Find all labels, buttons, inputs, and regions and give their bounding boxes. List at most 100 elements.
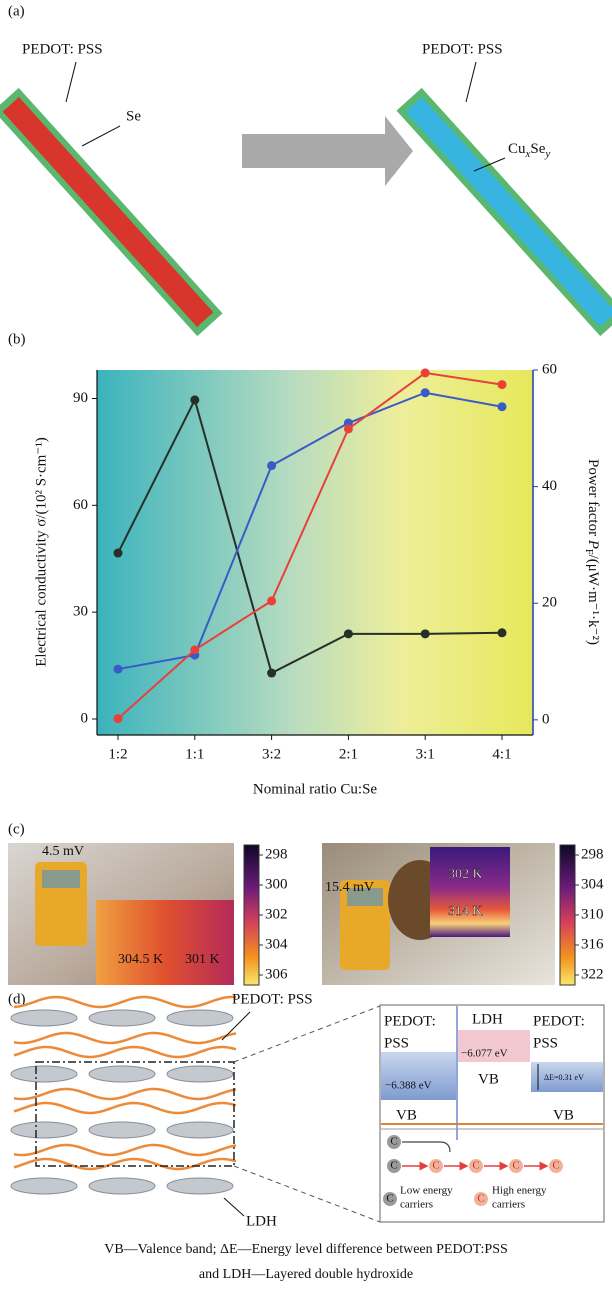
ldh-sheet [167,1066,233,1082]
ldh-sheet [11,1122,77,1138]
carrier-symbol: C [390,1136,397,1148]
core-label: Se [126,108,141,124]
pedot-chain [14,997,236,1007]
multimeter-screen [42,870,80,888]
carrier-symbol: C [390,1160,397,1172]
data-point [498,380,507,389]
colorbar-label: 298 [581,846,604,862]
ldh-sheet [11,1066,77,1082]
panel-label: (a) [8,3,25,19]
pedot-chain [14,1033,236,1043]
layer-diagram [11,997,236,1194]
data-point [267,596,276,605]
data-point [498,628,507,637]
core-label: CuxSey [508,141,550,159]
y2-tick-label: 0 [542,711,550,727]
colorbar-label: 302 [265,906,288,922]
band-title: PEDOT: [384,1013,436,1029]
carrier-symbol: C [472,1160,479,1172]
temperature-label: 302 K [448,867,483,882]
delta-label: ΔE=0.31 eV [544,1073,584,1082]
core-text: Se [530,141,545,157]
band-title: PSS [384,1035,409,1051]
y2-title-symbol: P [585,539,601,549]
colorbar [244,845,259,985]
data-point [344,424,353,433]
temperature-label: 314 K [448,904,483,919]
carrier-symbol: C [386,1193,393,1205]
arrow [242,116,413,186]
x-tick-label: 4:1 [492,746,511,762]
y-tick-label: 0 [81,710,89,726]
band-diagram: PEDOT: PSS LDH PEDOT: PSS −6.388 eV −6.0… [380,1005,604,1222]
plot-background [97,370,533,735]
data-point [190,645,199,654]
y2-title-text: Power factor [585,459,601,540]
pedot-label: PEDOT: PSS [232,991,313,1007]
colorbar-label: 300 [265,876,288,892]
band-title: PSS [533,1035,558,1051]
leader-line [224,1198,244,1216]
leader-line [466,62,476,102]
legend-text: carriers [492,1199,525,1211]
ldh-sheet [167,1122,233,1138]
data-point [421,629,430,638]
leader-line [82,126,120,146]
data-point [114,665,123,674]
carrier-symbol: C [552,1160,559,1172]
ldh-sheet [89,1178,155,1194]
ldh-sheet [167,1010,233,1026]
y2-axis-title: Power factor PF/(μW·m⁻¹·k⁻²) [583,459,601,645]
leader-line [66,62,76,102]
band-title: LDH [472,1011,503,1027]
caption: and LDH—Layered double hydroxide [199,1267,413,1282]
legend-text: High energy [492,1185,547,1197]
ldh-sheet [11,1178,77,1194]
data-point [421,388,430,397]
colorbar-label: 304 [581,876,604,892]
data-point [114,714,123,723]
pedot-chain [14,1103,236,1113]
vb-label: VB [553,1107,574,1123]
colorbar-label: 322 [581,966,604,982]
x-tick-label: 1:1 [185,746,204,762]
nanorod [0,88,223,336]
caption: VB—Valence band; ΔE—Energy level differe… [104,1242,508,1257]
x-axis-title: Nominal ratio Cu:Se [253,781,377,797]
coating-label: PEDOT: PSS [22,41,103,57]
y2-tick-label: 60 [542,361,557,377]
legend-text: Low energy [400,1185,453,1197]
colorbar-label: 310 [581,906,604,922]
ldh-sheet [89,1066,155,1082]
temperature-label: 304.5 K [118,952,163,967]
data-point [267,669,276,678]
panel-label: (c) [8,821,25,837]
y-tick-label: 30 [73,604,88,620]
ldh-label: LDH [246,1213,277,1229]
x-tick-label: 1:2 [108,746,127,762]
carrier-symbol: C [432,1160,439,1172]
rod-core [3,97,214,327]
voltage-label: 4.5 mV [42,844,84,859]
coating-label: PEDOT: PSS [422,41,503,57]
core-subscript: y [544,148,550,160]
voltage-label: 15.4 mV [325,880,374,895]
ldh-sheet [89,1122,155,1138]
thermal-inset [430,847,510,937]
panel-label: (b) [8,331,26,347]
vb-label: VB [396,1107,417,1123]
colorbar-label: 306 [265,966,288,982]
legend-text: carriers [400,1199,433,1211]
ldh-sheet [167,1178,233,1194]
y-axis-title: Electrical conductivity σ/(10² S·cm⁻¹) [33,437,49,667]
data-point [190,395,199,404]
temperature-label: 301 K [185,952,220,967]
y-tick-label: 90 [73,390,88,406]
band-title: PEDOT: [533,1013,585,1029]
data-point [344,629,353,638]
data-point [267,461,276,470]
pedot-chain [14,1047,236,1057]
colorbar-label: 304 [265,936,288,952]
core-text: Cu [508,141,526,157]
y2-tick-label: 20 [542,595,557,611]
